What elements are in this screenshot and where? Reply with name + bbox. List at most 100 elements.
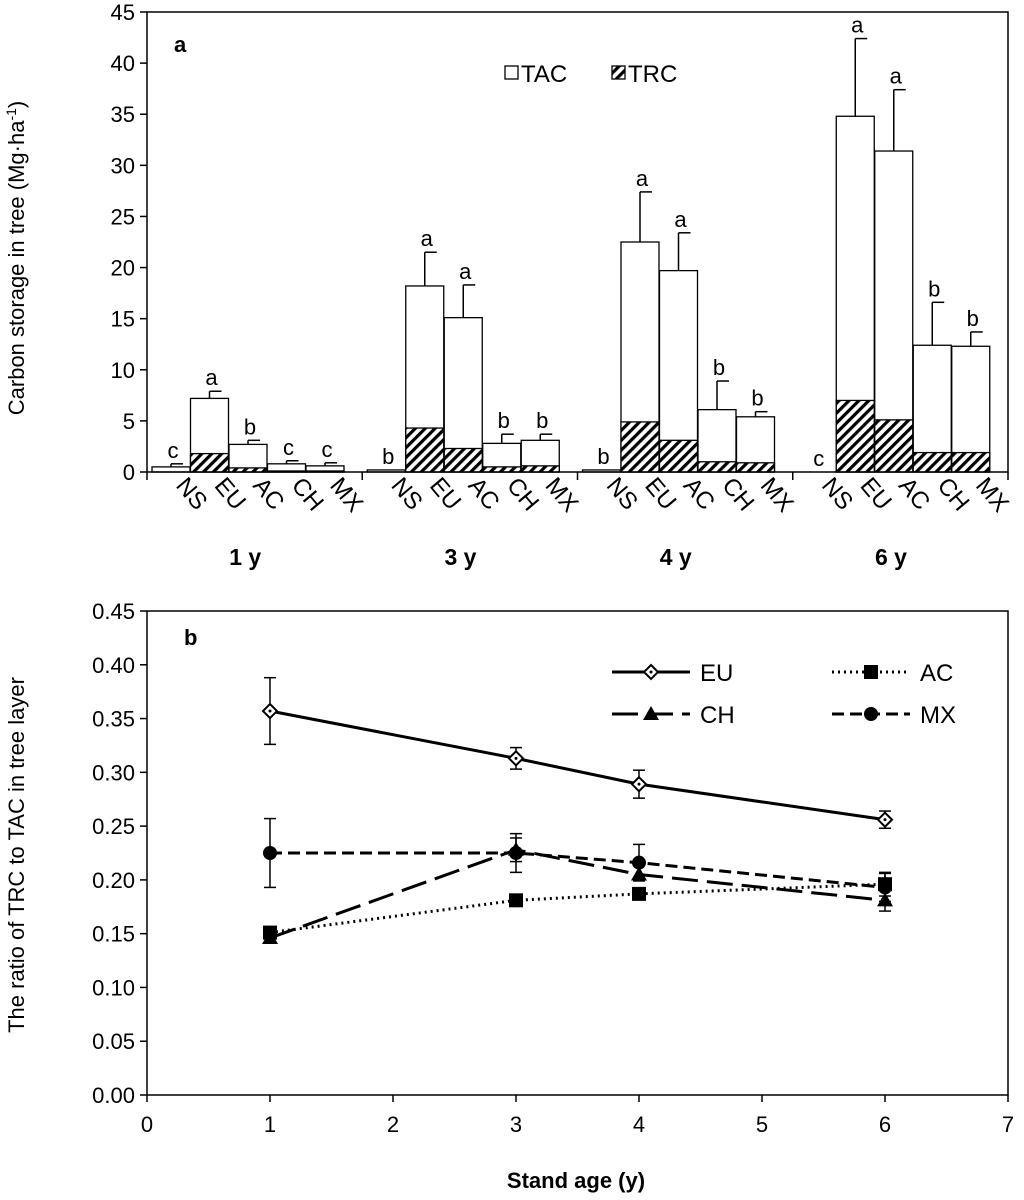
data-point-center [883,818,887,822]
bar-trc [951,451,991,473]
x-category-label: NS [601,473,643,516]
x-tick-label: 2 [387,1112,399,1137]
significance-letter: a [205,365,218,390]
significance-letter: a [636,166,649,191]
legend-label: TRC [628,61,677,88]
bar-trc [443,447,483,473]
bar-tac [912,344,952,473]
series-mx [263,817,892,903]
x-group-label: 6 y [875,544,907,570]
bar-tac [151,466,191,473]
panel-b-plot-frame [146,610,1009,1096]
panel-a: a Carbon storage in tree (Mg·ha-1) 0 5 10 1… [3,0,1014,570]
data-point [509,893,523,908]
x-group-label: 1 y [229,544,261,570]
panel-b-x-axis-label: Stand age (y) [507,1168,645,1193]
significance-letter: a [459,259,472,284]
significance-letter: c [283,435,294,460]
legend-swatch [611,65,626,80]
series-line [269,709,886,822]
legend-label: TAC [521,61,567,88]
significance-letter: b [713,355,725,380]
y-tick-label: 30 [111,153,135,178]
x-tick-label: 0 [141,1112,153,1137]
legend-label: AC [920,660,953,687]
y-tick-label: 0.10 [92,975,135,1000]
y-tick-label: 20 [111,256,135,281]
x-category-label: CH [716,473,759,517]
y-tick-label: 0.20 [92,868,135,893]
panel-b-y-axis-label: The ratio of TRC to TAC in tree layer [4,677,29,1033]
data-point [262,929,278,944]
significance-letter: b [751,386,763,411]
significance-letter: b [244,414,256,439]
bar-trc [874,419,914,473]
significance-letter: a [851,13,864,38]
significance-letter: b [536,408,548,433]
bar-tac [443,316,483,473]
series-line [270,851,886,889]
x-category-label: CH [932,473,975,517]
x-tick-label: 4 [633,1112,645,1137]
panel-a-y-axis: 0 5 10 15 20 25 30 35 40 45 [111,0,1009,485]
legend-label: EU [700,660,733,687]
significance-letter: a [674,207,687,232]
x-category-label: AC [463,473,505,516]
data-point [632,855,646,870]
panel-b-label: b [184,625,197,650]
y-tick-label: 40 [111,51,135,76]
x-tick-label: 1 [264,1112,276,1137]
y-tick-label: 0.15 [92,922,135,947]
y-tick-label: 10 [111,358,135,383]
significance-letter: c [168,438,179,463]
legend-marker [864,707,878,721]
panel-a-plot-frame [146,11,1009,473]
data-point-center [268,709,272,713]
x-category-label: EU [424,473,466,516]
bar-trc [520,465,560,473]
x-category-label: NS [816,473,858,516]
panel-b: b The ratio of TRC to TAC in tree layer … [4,599,1014,1193]
legend-marker [643,706,659,720]
x-group-label: 4 y [660,544,692,570]
x-category-label: CH [501,473,544,517]
bar-trc [482,466,522,473]
legend-item-ch: CH [612,702,735,729]
bar-trc [620,421,660,473]
panel-a-legend: TAC TRC [504,61,677,88]
y-tick-label: 0.00 [92,1083,135,1108]
legend-item-mx: MX [832,702,956,729]
legend-marker [864,665,878,679]
series-line [269,848,886,940]
significance-letter: b [928,276,940,301]
data-point [263,846,277,860]
x-category-label: CH [286,473,329,517]
y-tick-label: 0.05 [92,1029,135,1054]
significance-letter: c [813,446,824,471]
data-point [878,880,892,895]
bar-trc [189,452,230,473]
y-tick-label: 0.45 [92,599,135,624]
x-category-label: NS [386,473,428,516]
y-tick-label: 0.40 [92,653,135,678]
y-tick-label: 0.35 [92,707,135,732]
x-category-label: EU [209,473,251,516]
y-tick-label: 5 [123,409,135,434]
legend-label: CH [700,702,735,729]
panel-b-axes: 0.00 0.05 0.10 0.15 0.20 0.25 0.30 0.35 0.40 0.45… [92,599,1014,1137]
bar-trc [405,427,445,473]
legend-swatch [504,65,519,80]
x-tick-label: 5 [756,1112,768,1137]
y-tick-label: 25 [111,204,135,229]
significance-letter: a [890,64,903,89]
panel-b-series [261,676,894,944]
significance-letter: b [498,408,510,433]
panel-a-y-axis-label: Carbon storage in tree (Mg·ha-1) [3,101,29,415]
x-category-label: NS [170,473,212,516]
y-tick-label: 15 [111,307,135,332]
y-tick-label: 0.30 [92,760,135,785]
x-group-label: 3 y [445,544,477,570]
significance-letter: b [967,306,979,331]
panel-b-legend: EU AC CH MX [612,660,956,729]
